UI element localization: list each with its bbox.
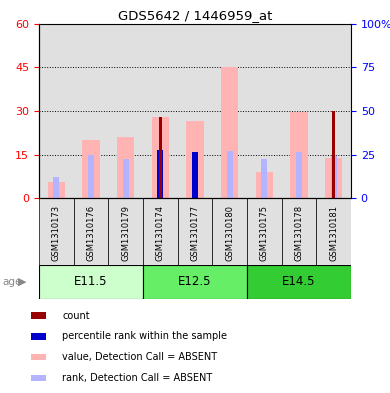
Bar: [296, 152, 302, 198]
Bar: [157, 151, 163, 198]
Bar: [157, 151, 163, 198]
Bar: [282, 24, 316, 198]
Bar: [53, 176, 59, 198]
Text: percentile rank within the sample: percentile rank within the sample: [62, 331, 227, 342]
Bar: [108, 24, 143, 198]
Text: GSM1310179: GSM1310179: [121, 205, 130, 261]
Bar: [74, 24, 108, 198]
Text: E14.5: E14.5: [282, 275, 316, 288]
Text: rank, Detection Call = ABSENT: rank, Detection Call = ABSENT: [62, 373, 213, 383]
Bar: [39, 265, 143, 299]
Bar: [332, 111, 335, 198]
Bar: [39, 24, 74, 198]
Bar: [143, 24, 178, 198]
Bar: [74, 198, 108, 265]
Text: count: count: [62, 310, 90, 321]
Bar: [143, 265, 247, 299]
Bar: [256, 172, 273, 198]
Text: GSM1310175: GSM1310175: [260, 205, 269, 261]
Bar: [159, 117, 162, 198]
Bar: [31, 333, 46, 340]
Bar: [192, 152, 198, 198]
Bar: [261, 159, 268, 198]
Bar: [192, 152, 198, 198]
Text: value, Detection Call = ABSENT: value, Detection Call = ABSENT: [62, 352, 218, 362]
Text: E12.5: E12.5: [178, 275, 212, 288]
Text: age: age: [2, 277, 21, 287]
Text: ▶: ▶: [18, 277, 26, 287]
Bar: [325, 158, 342, 198]
Bar: [31, 312, 46, 319]
Bar: [247, 198, 282, 265]
Bar: [48, 182, 65, 198]
Bar: [39, 198, 74, 265]
Bar: [152, 117, 169, 198]
Text: GSM1310173: GSM1310173: [52, 205, 61, 261]
Text: GSM1310181: GSM1310181: [329, 205, 338, 261]
Bar: [178, 24, 212, 198]
Text: GSM1310178: GSM1310178: [294, 205, 303, 261]
Bar: [247, 24, 282, 198]
Bar: [212, 198, 247, 265]
Bar: [316, 24, 351, 198]
Bar: [282, 198, 316, 265]
Text: GSM1310174: GSM1310174: [156, 205, 165, 261]
Text: GSM1310180: GSM1310180: [225, 205, 234, 261]
Text: GSM1310177: GSM1310177: [190, 205, 200, 261]
Bar: [143, 198, 178, 265]
Bar: [221, 67, 238, 198]
Bar: [82, 140, 100, 198]
Bar: [31, 375, 46, 381]
Bar: [316, 198, 351, 265]
Bar: [122, 159, 129, 198]
Bar: [186, 121, 204, 198]
Title: GDS5642 / 1446959_at: GDS5642 / 1446959_at: [118, 9, 272, 22]
Bar: [108, 198, 143, 265]
Bar: [117, 137, 134, 198]
Bar: [290, 112, 308, 198]
Bar: [31, 354, 46, 360]
Text: E11.5: E11.5: [74, 275, 108, 288]
Bar: [331, 156, 337, 198]
Text: GSM1310176: GSM1310176: [87, 205, 96, 261]
Bar: [247, 265, 351, 299]
Bar: [178, 198, 212, 265]
Bar: [88, 155, 94, 198]
Bar: [227, 151, 233, 198]
Bar: [212, 24, 247, 198]
